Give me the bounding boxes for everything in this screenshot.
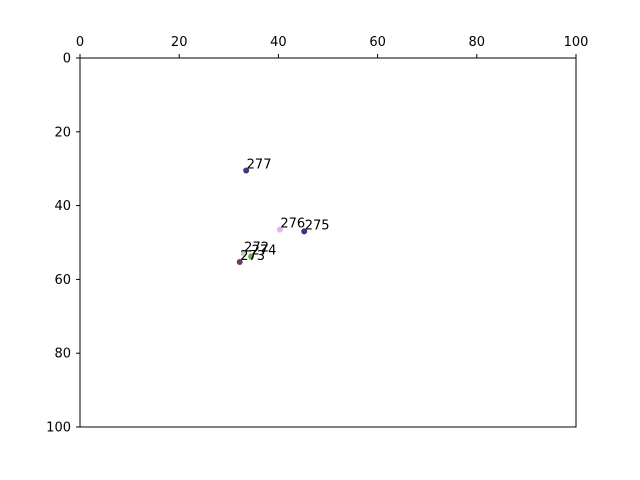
data-label-275: 275 xyxy=(305,218,330,233)
x-tick-label: 100 xyxy=(564,35,589,50)
x-tick-label: 60 xyxy=(369,35,386,50)
y-tick-label: 60 xyxy=(54,273,71,288)
x-tick-label: 80 xyxy=(469,35,486,50)
x-tick-label: 40 xyxy=(270,35,287,50)
y-tick-label: 0 xyxy=(63,52,71,67)
data-point-272 xyxy=(240,250,247,257)
data-points xyxy=(236,167,308,266)
data-point-275 xyxy=(301,228,308,235)
data-label-273: 273 xyxy=(240,249,265,264)
plot-frame xyxy=(79,57,577,428)
data-point-273 xyxy=(236,259,243,266)
data-label-277: 277 xyxy=(247,158,272,173)
y-tick-label: 100 xyxy=(46,421,71,436)
y-tick-label: 20 xyxy=(54,125,71,140)
data-point-276 xyxy=(276,226,283,233)
data-point-277 xyxy=(243,167,250,174)
y-tick-label: 80 xyxy=(54,347,71,362)
x-tick-label: 20 xyxy=(171,35,188,50)
x-tick-label: 0 xyxy=(76,35,84,50)
y-tick-label: 40 xyxy=(54,199,71,214)
data-label-276: 276 xyxy=(280,217,305,232)
axes: 0 20 40 60 80 100 0 20 40 60 80 100 xyxy=(46,35,588,436)
data-label-272: 272 xyxy=(244,241,269,256)
data-label-274: 274 xyxy=(252,244,277,259)
data-point-274 xyxy=(248,253,255,260)
